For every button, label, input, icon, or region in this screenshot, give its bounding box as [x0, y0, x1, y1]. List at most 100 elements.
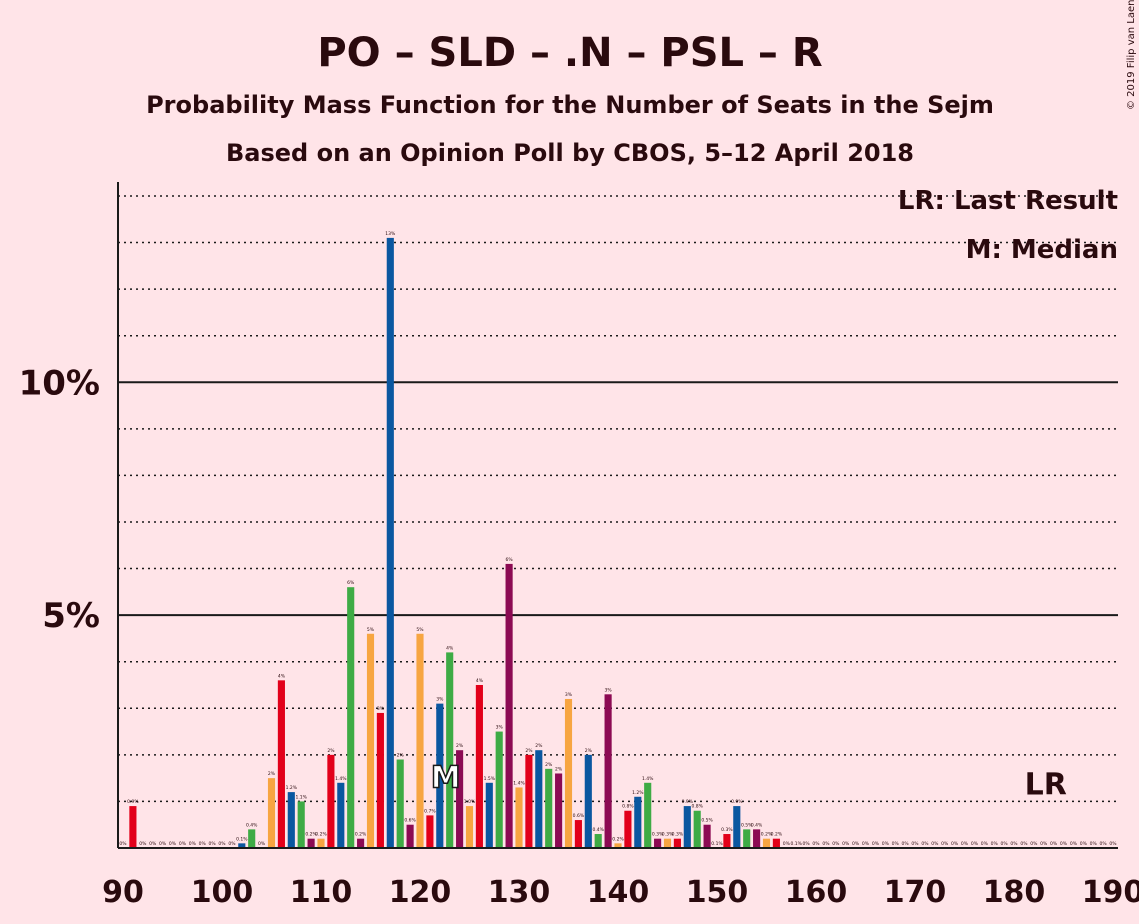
y-tick-label-5: 5% — [42, 596, 100, 636]
bar-label-171: 0% — [921, 841, 929, 847]
x-tick-label-180: 180 — [983, 875, 1046, 910]
x-tick-labels: 90 100 110 120 130 140 150 160 170 180 190 — [102, 875, 1139, 910]
median-marker: M — [431, 760, 461, 795]
copyright-text: © 2019 Filip van Laenen — [1126, 0, 1137, 110]
bar-seats-116 — [376, 712, 384, 848]
bar-label-115: 5% — [367, 627, 375, 633]
bar-label-183: 0% — [1040, 841, 1048, 847]
bar-label-93: 0% — [149, 841, 157, 847]
bar-label-105: 2% — [268, 771, 276, 777]
bar-label-180: 0% — [1010, 841, 1018, 847]
bar-seats-133 — [545, 768, 553, 848]
bar-label-164: 0% — [852, 841, 860, 847]
bar-label-129: 6% — [506, 557, 514, 563]
bar-seats-135 — [564, 698, 573, 848]
bar-label-123: 4% — [446, 645, 454, 651]
bar-label-104: 0% — [258, 841, 266, 847]
chart-title: PO – SLD – .N – PSL – R — [317, 30, 822, 76]
bar-label-92: 0% — [139, 841, 147, 847]
bar-seats-112 — [337, 782, 345, 848]
bar-seats-137 — [584, 754, 592, 848]
bar-label-146: 0.3% — [672, 832, 684, 838]
bar-label-165: 0% — [862, 841, 870, 847]
bar-label-91: 0.9% — [127, 799, 139, 805]
bar-label-117: 13% — [385, 231, 396, 237]
bar-seats-148 — [693, 810, 701, 848]
bar-label-181: 0% — [1020, 841, 1028, 847]
bar-label-170: 0% — [911, 841, 919, 847]
bar-label-166: 0% — [872, 841, 880, 847]
bar-seats-152 — [733, 806, 741, 848]
bar-seats-132 — [535, 750, 543, 848]
bar-label-159: 0% — [803, 841, 811, 847]
bar-label-174: 0% — [951, 841, 959, 847]
bar-label-157: 0% — [783, 841, 791, 847]
bar-label-179: 0% — [1001, 841, 1009, 847]
bar-label-136: 0.6% — [573, 813, 585, 819]
bar-label-120: 5% — [416, 627, 424, 633]
bar-seats-126 — [475, 684, 483, 848]
x-tick-label-170: 170 — [884, 875, 947, 910]
bar-seats-156 — [772, 838, 780, 848]
bar-label-145: 0.3% — [662, 832, 674, 838]
bar-label-158: 0.1% — [790, 841, 802, 847]
bar-label-95: 0% — [169, 841, 177, 847]
bar-seats-105 — [267, 778, 276, 848]
x-tick-label-90: 90 — [102, 875, 144, 910]
last-result-marker: LR — [1025, 767, 1067, 802]
x-tick-label-160: 160 — [785, 875, 848, 910]
bar-label-178: 0% — [991, 841, 999, 847]
bar-seats-147 — [683, 806, 691, 848]
x-tick-label-130: 130 — [488, 875, 551, 910]
bar-label-101: 0% — [228, 841, 236, 847]
bar-seats-120 — [416, 633, 424, 848]
bar-label-162: 0% — [832, 841, 840, 847]
bar-label-147: 0.9% — [682, 799, 694, 805]
bar-label-96: 0% — [179, 841, 187, 847]
bar-label-156: 0.2% — [771, 832, 783, 838]
bar-label-187: 0% — [1080, 841, 1088, 847]
legend-median: M: Median — [966, 235, 1118, 265]
bar-label-127: 1.5% — [484, 776, 496, 782]
bar-label-150: 0.1% — [711, 841, 723, 847]
bar-label-161: 0% — [822, 841, 830, 847]
bar-label-131: 2% — [525, 748, 533, 754]
bar-label-185: 0% — [1060, 841, 1068, 847]
bar-seats-91 — [129, 806, 137, 848]
bar-seats-154 — [753, 829, 761, 848]
bar-label-111: 2% — [327, 748, 335, 754]
bar-label-151: 0.3% — [721, 827, 733, 833]
bar-label-118: 2% — [397, 753, 405, 759]
bar-label-141: 0.8% — [622, 804, 634, 810]
bar-seats-155 — [762, 838, 771, 848]
bar-label-110: 0.2% — [315, 832, 327, 838]
bar-label-140: 0.2% — [612, 836, 624, 842]
bar-label-119: 0.6% — [404, 818, 416, 824]
bar-label-135: 3% — [565, 692, 573, 698]
x-tick-label-120: 120 — [389, 875, 452, 910]
bar-label-163: 0% — [842, 841, 850, 847]
bar-seats-125 — [465, 806, 474, 848]
bar-seats-124 — [456, 750, 464, 848]
bar-seats-114 — [357, 838, 365, 848]
bar-label-130: 1.4% — [513, 780, 525, 786]
bars-group — [129, 237, 780, 848]
bar-label-155: 0.2% — [761, 832, 773, 838]
bar-label-114: 0.2% — [355, 832, 367, 838]
bar-label-173: 0% — [941, 841, 949, 847]
bar-label-175: 0% — [961, 841, 969, 847]
chart-subtitle: Probability Mass Function for the Number… — [146, 91, 994, 119]
bar-label-112: 1.4% — [335, 776, 347, 782]
bar-seats-153 — [743, 829, 751, 848]
bar-label-144: 0.3% — [652, 832, 664, 838]
x-tick-label-110: 110 — [290, 875, 353, 910]
legend-last-result: LR: Last Result — [898, 186, 1118, 216]
bar-seats-130 — [515, 787, 523, 848]
bar-label-184: 0% — [1050, 841, 1058, 847]
bar-label-109: 0.2% — [305, 832, 317, 838]
bar-label-172: 0% — [931, 841, 939, 847]
bar-label-189: 0% — [1100, 841, 1108, 847]
bar-label-122: 3% — [436, 697, 444, 703]
bar-label-188: 0% — [1090, 841, 1098, 847]
